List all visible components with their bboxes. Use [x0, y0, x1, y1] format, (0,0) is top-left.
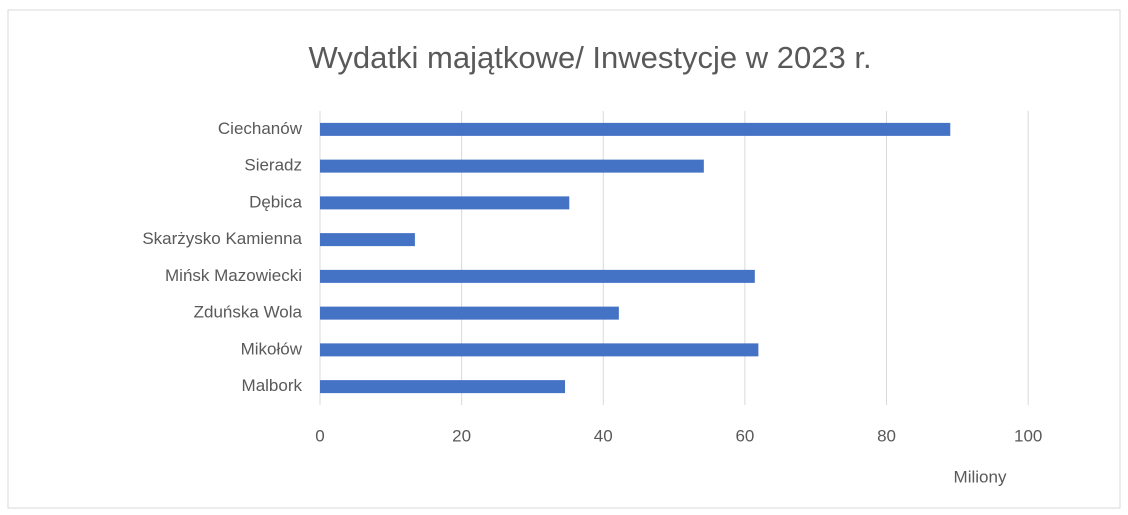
bar — [320, 159, 704, 173]
bar — [320, 343, 759, 357]
chart-border — [7, 9, 1121, 509]
y-tick-label: Mińsk Mazowiecki — [165, 266, 302, 285]
bar — [320, 233, 415, 247]
x-tick-label: 100 — [1014, 426, 1042, 445]
y-tick-label: Dębica — [249, 192, 302, 211]
y-tick-label: Mikołów — [241, 339, 303, 358]
x-tick-label: 80 — [877, 426, 896, 445]
bar — [320, 196, 570, 210]
y-tick-label: Ciechanów — [218, 119, 303, 138]
x-tick-label: 40 — [594, 426, 613, 445]
x-tick-label: 60 — [735, 426, 754, 445]
x-tick-label: 20 — [452, 426, 471, 445]
chart-title: Wydatki majątkowe/ Inwestycje w 2023 r. — [308, 40, 871, 75]
bar — [320, 122, 951, 136]
y-tick-label: Sieradz — [244, 156, 302, 175]
bar — [320, 306, 619, 320]
x-axis-label: Miliony — [954, 467, 1007, 486]
bar — [320, 269, 755, 283]
y-tick-label: Skarżysko Kamienna — [142, 229, 302, 248]
bar — [320, 380, 566, 394]
y-tick-label: Zduńska Wola — [194, 303, 303, 322]
y-tick-label: Malbork — [242, 376, 303, 395]
x-tick-label: 0 — [315, 426, 324, 445]
